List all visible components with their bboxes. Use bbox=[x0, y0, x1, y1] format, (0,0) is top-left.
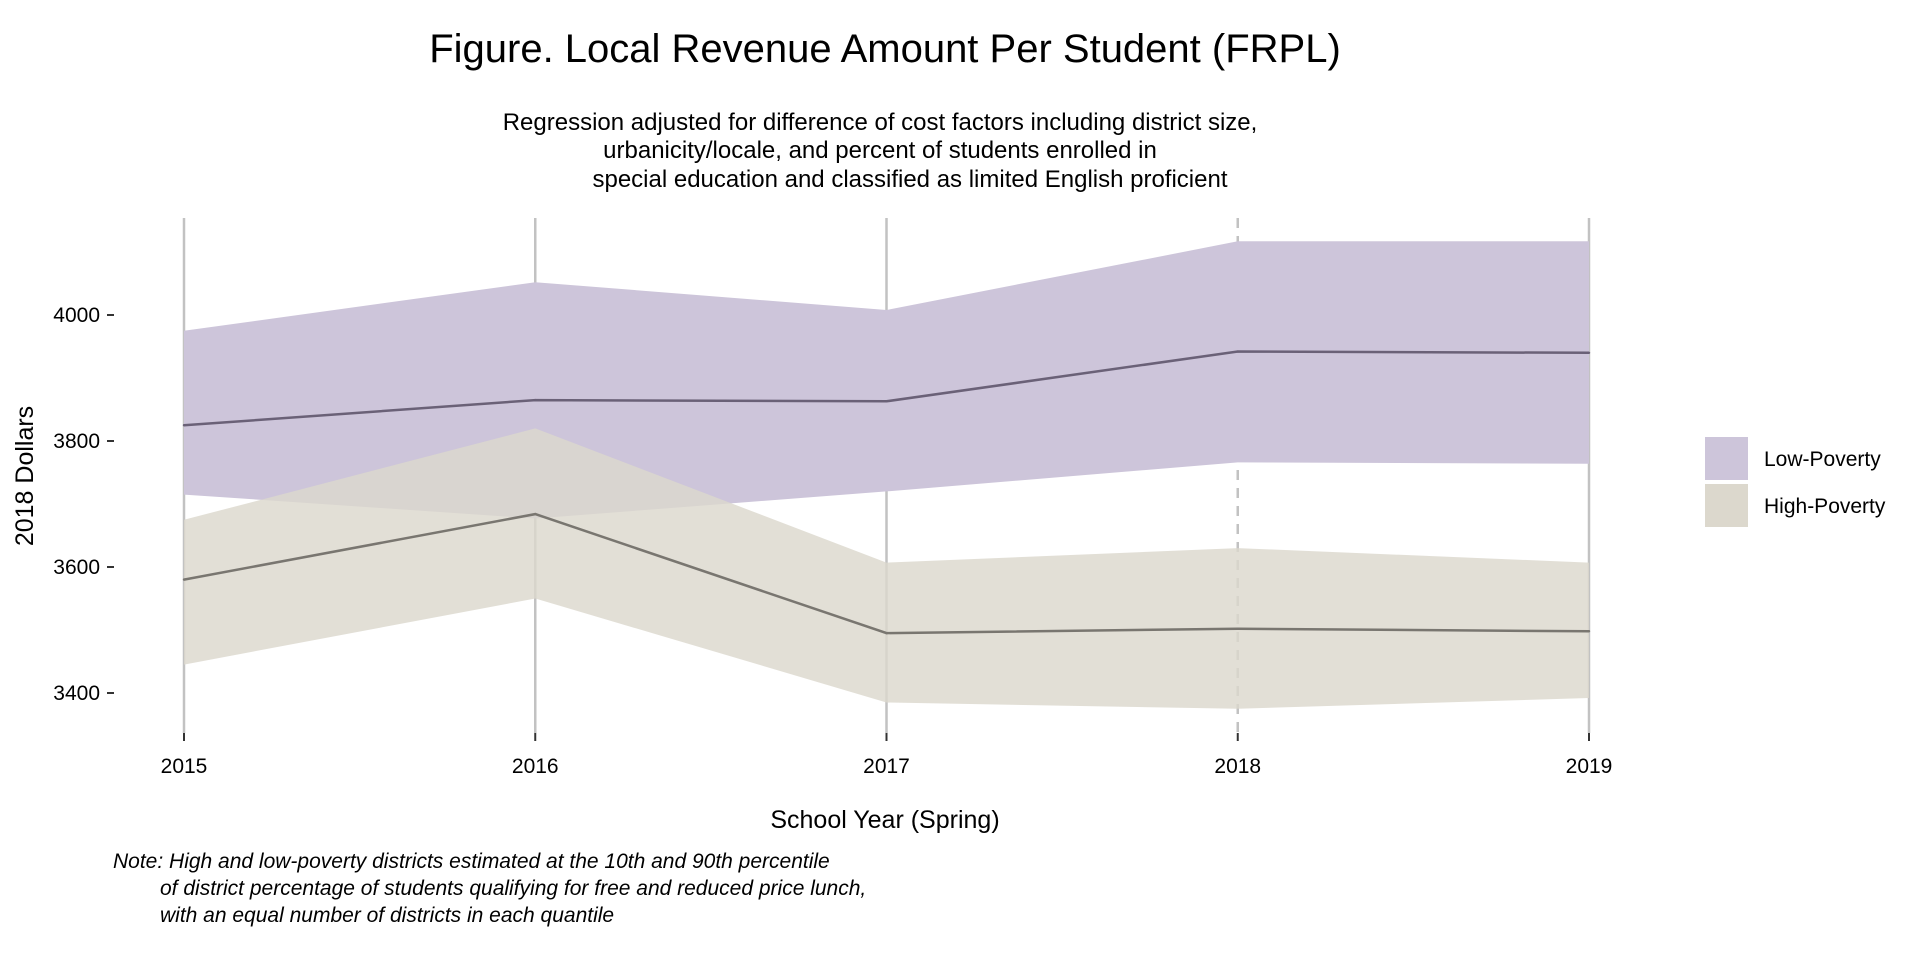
y-tick-label-4000: 4000 bbox=[53, 304, 100, 327]
chart-subtitle-line-3: special education and classified as limi… bbox=[592, 166, 1227, 193]
x-tick-label-2019: 2019 bbox=[1566, 755, 1613, 778]
line-layer bbox=[182, 350, 1591, 635]
y-tick-label-3600: 3600 bbox=[53, 556, 100, 579]
legend-swatch-high-poverty bbox=[1705, 484, 1748, 527]
legend-swatch-low-poverty bbox=[1705, 437, 1748, 480]
low-poverty-point-2017 bbox=[885, 400, 888, 403]
axis-layer: 3400 3600 3800 4000 2015 2016 2017 2018 2019 bbox=[53, 304, 1612, 778]
x-axis-title: School Year (Spring) bbox=[770, 806, 999, 834]
note-line-3: with an equal number of districts in eac… bbox=[160, 904, 614, 927]
high-poverty-band bbox=[184, 428, 1589, 709]
chart-subtitle-line-2: urbanicity/locale, and percent of studen… bbox=[603, 137, 1157, 164]
low-poverty-point-2019 bbox=[1587, 351, 1591, 354]
y-tick-label-3400: 3400 bbox=[53, 682, 100, 705]
high-poverty-point-2017 bbox=[885, 631, 888, 635]
low-poverty-point-2018 bbox=[1236, 350, 1239, 353]
high-poverty-point-2018 bbox=[1236, 627, 1239, 630]
high-poverty-point-2016 bbox=[534, 512, 537, 516]
high-poverty-point-2019 bbox=[1587, 630, 1591, 633]
x-tick-label-2015: 2015 bbox=[161, 755, 208, 778]
high-poverty-point-2015 bbox=[182, 578, 186, 581]
y-axis-title: 2018 Dollars bbox=[11, 406, 39, 546]
low-poverty-point-2016 bbox=[534, 398, 537, 402]
note-line-1: Note: High and low-poverty districts est… bbox=[113, 850, 830, 873]
chart-title: Figure. Local Revenue Amount Per Student… bbox=[429, 27, 1341, 71]
note-line-2: of district percentage of students quali… bbox=[160, 877, 866, 900]
x-tick-label-2018: 2018 bbox=[1214, 755, 1261, 778]
x-tick-label-2016: 2016 bbox=[512, 755, 559, 778]
legend: Low-Poverty High-Poverty bbox=[1705, 437, 1886, 527]
x-tick-label-2017: 2017 bbox=[863, 755, 910, 778]
chart-subtitle-line-1: Regression adjusted for difference of co… bbox=[503, 109, 1258, 136]
low-poverty-point-2015 bbox=[182, 424, 186, 427]
legend-label-low-poverty: Low-Poverty bbox=[1764, 448, 1881, 471]
y-tick-label-3800: 3800 bbox=[53, 430, 100, 453]
legend-label-high-poverty: High-Poverty bbox=[1764, 495, 1886, 518]
band-layer bbox=[184, 241, 1589, 709]
